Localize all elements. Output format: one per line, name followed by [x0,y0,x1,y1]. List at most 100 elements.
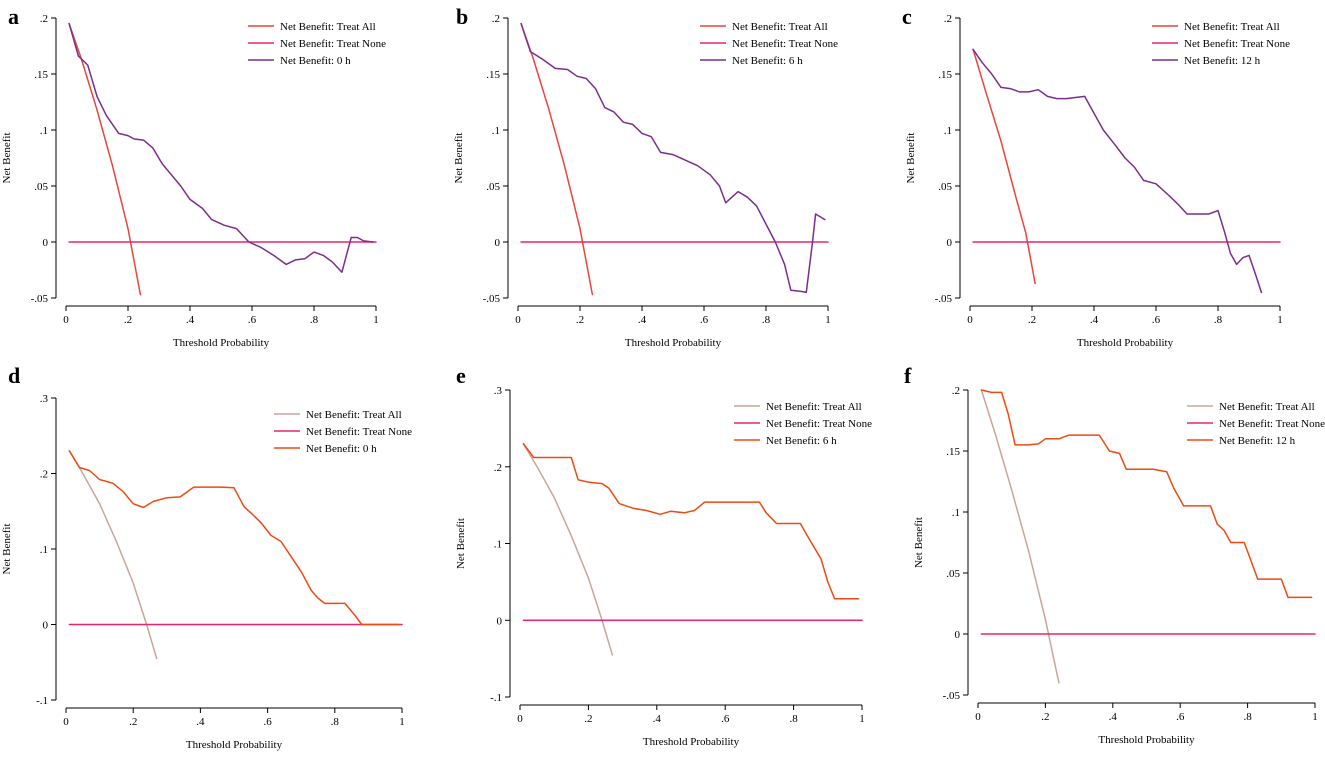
y-tick-label: .1 [492,125,500,137]
y-tick-label: .05 [486,181,500,193]
y-tick-label: -.05 [31,293,49,305]
x-axis-title: Threshold Probability [1077,337,1174,349]
y-tick-label: 0 [497,615,503,627]
x-tick-label: .2 [124,314,132,326]
panel-letter: e [456,363,466,388]
x-tick-label: .6 [1152,314,1161,326]
x-tick-label: .2 [1028,314,1036,326]
legend-label: Net Benefit: 6 h [766,435,837,447]
x-tick-label: .8 [1214,314,1223,326]
x-tick-label: .8 [1243,711,1252,723]
y-tick-label: .1 [952,507,960,519]
y-axis-title: Net Benefit [1,132,13,183]
y-tick-label: .2 [952,385,960,397]
series-line [522,442,860,600]
chart-panel-e: e 0 .2 .4 .6 .8 1 -.1 0 .1 .2 .3 Threshold Probabili… [455,363,872,748]
legend-label: Net Benefit: Treat All [306,409,402,421]
series-line [980,389,1313,599]
x-tick-label: 1 [859,713,865,725]
series-line [68,22,374,273]
y-tick-label: .1 [40,544,48,556]
x-tick-label: .4 [653,713,662,725]
x-axis-title: Threshold Probability [173,337,270,349]
y-tick-label: .3 [40,393,49,405]
x-tick-label: .2 [584,713,592,725]
y-tick-label: .05 [34,181,48,193]
chart-panel-c: c 0 .2 .4 .6 .8 1 -.05 0 .05 .1 .15 .2 Threshold Prob… [902,4,1290,349]
x-tick-label: .2 [129,716,137,728]
x-tick-label: .8 [789,713,798,725]
chart-panel-a: a 0 .2 .4 .6 .8 1 -.05 0 .05 .1 .15 .2 Threshold Prob… [1,4,386,349]
y-tick-label: 0 [947,237,953,249]
x-tick-label: .2 [576,314,584,326]
x-tick-label: .6 [263,716,272,728]
x-tick-label: .4 [186,314,195,326]
y-tick-label: .15 [938,69,952,81]
y-axis-title: Net Benefit [453,132,465,183]
legend-label: Net Benefit: Treat All [732,21,828,33]
legend-label: Net Benefit: 0 h [280,55,351,67]
y-tick-label: -.05 [935,293,953,305]
series-line [68,450,158,660]
y-tick-label: -.1 [490,692,502,704]
x-axis-title: Threshold Probability [1098,734,1195,746]
y-axis-title: Net Benefit [913,517,925,568]
x-tick-label: .4 [1109,711,1118,723]
legend-label: Net Benefit: Treat None [732,38,838,50]
x-tick-label: .2 [1041,711,1049,723]
panel-letter: c [902,4,912,29]
x-tick-label: .4 [196,716,205,728]
y-tick-label: .2 [40,13,48,25]
chart-panel-b: b 0 .2 .4 .6 .8 1 -.05 0 .05 .1 .15 .2 Threshold Prob… [453,4,838,349]
y-tick-label: .2 [492,13,500,25]
panel-letter: d [8,363,20,388]
x-axis-title: Threshold Probability [643,736,740,748]
y-tick-label: .1 [944,125,952,137]
y-tick-label: 0 [955,629,961,641]
y-tick-label: .15 [946,446,960,458]
y-tick-label: .1 [494,539,502,551]
x-tick-label: .6 [721,713,730,725]
legend-label: Net Benefit: Treat None [306,426,412,438]
y-tick-label: .05 [946,568,960,580]
series-line [520,22,594,296]
x-tick-label: 0 [63,716,69,728]
series-line [520,22,826,294]
x-axis-title: Threshold Probability [625,337,722,349]
series-line [972,48,1036,285]
y-tick-label: 0 [43,620,49,632]
panel-letter: a [8,4,19,29]
chart-panel-d: d 0 .2 .4 .6 .8 1 -.1 0 .1 .2 .3 Threshold Probabili… [1,363,412,751]
y-tick-label: 0 [495,237,501,249]
y-tick-label: -.1 [36,695,48,707]
y-tick-label: .2 [944,13,952,25]
x-tick-label: 1 [1277,314,1283,326]
legend-label: Net Benefit: Treat None [280,38,386,50]
y-tick-label: .2 [494,462,502,474]
x-tick-label: 1 [1312,711,1318,723]
x-tick-label: .8 [762,314,771,326]
x-axis-title: Threshold Probability [186,739,283,751]
x-tick-label: 0 [515,314,521,326]
series-line [522,442,614,656]
y-axis-title: Net Benefit [455,518,467,569]
x-tick-label: .8 [331,716,340,728]
legend-label: Net Benefit: Treat None [1219,418,1325,430]
panel-letter: f [904,363,912,388]
y-axis-title: Net Benefit [1,523,13,574]
series-line [980,389,1060,684]
x-tick-label: .8 [310,314,319,326]
series-line [68,22,142,296]
panel-letter: b [456,4,468,29]
x-tick-label: 1 [399,716,405,728]
x-tick-label: .4 [638,314,647,326]
legend-label: Net Benefit: Treat None [766,418,872,430]
chart-panel-f: f 0 .2 .4 .6 .8 1 -.05 0 .05 .1 .15 .2 Threshold Prob… [904,363,1325,746]
y-tick-label: .1 [40,125,48,137]
series-line [68,450,400,626]
y-tick-label: .15 [34,69,48,81]
x-tick-label: .6 [1176,711,1185,723]
x-tick-label: 0 [63,314,69,326]
legend-label: Net Benefit: Treat All [280,21,376,33]
